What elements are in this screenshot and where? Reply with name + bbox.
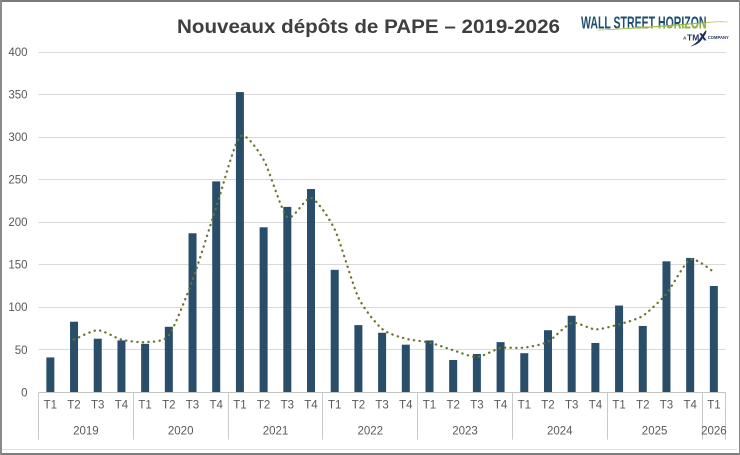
- svg-text:2023: 2023: [452, 426, 478, 438]
- svg-text:2025: 2025: [642, 426, 668, 438]
- svg-text:T3: T3: [565, 400, 578, 412]
- svg-text:T2: T2: [67, 400, 80, 412]
- svg-text:50: 50: [15, 345, 28, 357]
- svg-text:2019: 2019: [73, 426, 99, 438]
- svg-text:2026: 2026: [701, 426, 727, 438]
- svg-text:2021: 2021: [263, 426, 289, 438]
- svg-text:T2: T2: [446, 400, 459, 412]
- svg-text:T4: T4: [683, 400, 697, 412]
- svg-text:A: A: [683, 35, 687, 40]
- svg-text:2020: 2020: [168, 426, 194, 438]
- svg-text:T4: T4: [494, 400, 508, 412]
- svg-text:T2: T2: [352, 400, 365, 412]
- svg-text:150: 150: [8, 260, 27, 272]
- svg-text:2022: 2022: [358, 426, 384, 438]
- svg-text:2024: 2024: [547, 426, 573, 438]
- svg-text:T3: T3: [660, 400, 673, 412]
- svg-text:Nouveaux dépôts de PAPE – 2019: Nouveaux dépôts de PAPE – 2019-2026: [177, 16, 560, 38]
- svg-text:200: 200: [8, 217, 27, 229]
- svg-text:T4: T4: [589, 400, 603, 412]
- svg-text:T3: T3: [186, 400, 199, 412]
- svg-text:T1: T1: [423, 400, 436, 412]
- svg-text:300: 300: [8, 132, 27, 144]
- svg-text:T1: T1: [44, 400, 57, 412]
- svg-text:T1: T1: [612, 400, 625, 412]
- svg-text:T2: T2: [257, 400, 270, 412]
- svg-text:T2: T2: [541, 400, 554, 412]
- svg-text:T1: T1: [328, 400, 341, 412]
- svg-text:T1: T1: [233, 400, 246, 412]
- svg-text:WALL STREET HORIZON: WALL STREET HORIZON: [581, 12, 707, 32]
- svg-text:0: 0: [21, 387, 27, 399]
- svg-text:T3: T3: [281, 400, 294, 412]
- svg-text:T2: T2: [162, 400, 175, 412]
- svg-text:T4: T4: [115, 400, 129, 412]
- svg-text:T3: T3: [470, 400, 483, 412]
- svg-text:350: 350: [8, 90, 27, 102]
- svg-text:T2: T2: [636, 400, 649, 412]
- svg-text:T1: T1: [138, 400, 151, 412]
- svg-text:T4: T4: [399, 400, 413, 412]
- svg-text:T3: T3: [91, 400, 104, 412]
- svg-text:T3: T3: [375, 400, 388, 412]
- svg-text:T4: T4: [209, 400, 223, 412]
- svg-text:400: 400: [8, 47, 27, 59]
- svg-text:COMPANY: COMPANY: [708, 35, 729, 40]
- svg-text:T1: T1: [707, 400, 720, 412]
- svg-text:T4: T4: [304, 400, 318, 412]
- svg-text:100: 100: [8, 302, 27, 314]
- svg-text:TM: TM: [687, 32, 699, 42]
- svg-text:T1: T1: [518, 400, 531, 412]
- svg-text:250: 250: [8, 175, 27, 187]
